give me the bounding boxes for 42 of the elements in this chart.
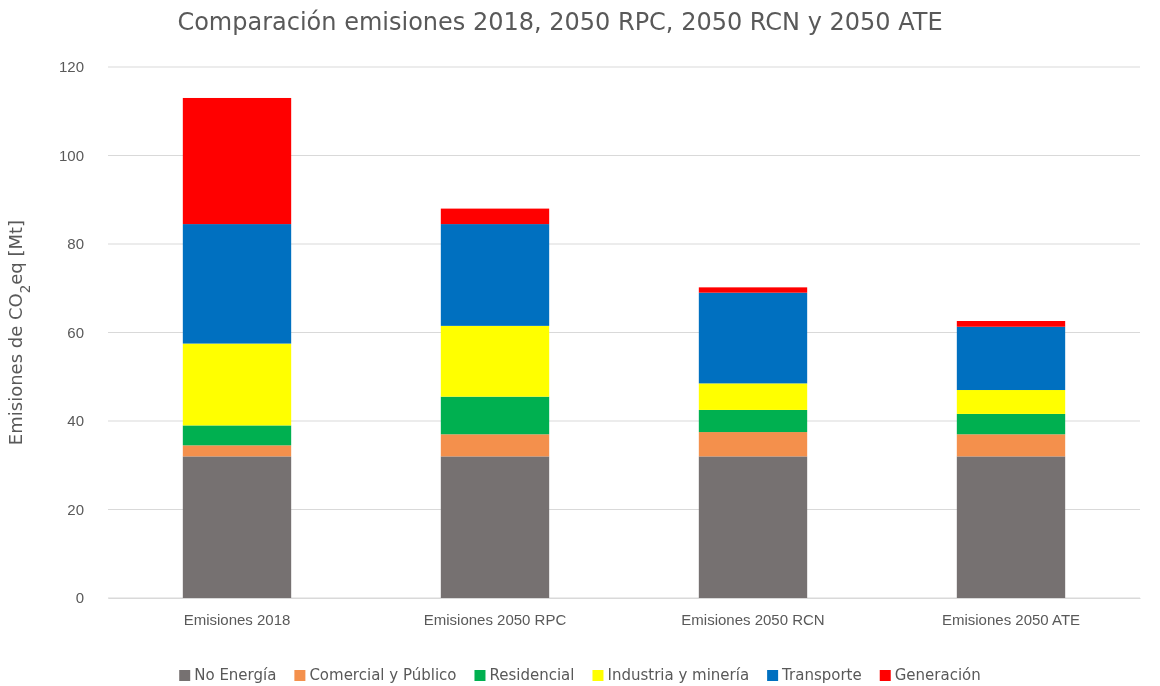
bar [182,456,292,598]
legend-label: Industria y minería [607,666,750,684]
bar [182,425,292,446]
bar [440,396,550,435]
y-tick-label: 60 [67,323,84,341]
y-tick-label: 0 [75,589,84,607]
legend-label: Generación [894,666,981,684]
y-tick-label: 40 [67,412,84,430]
bar [956,390,1066,414]
bar [182,445,292,457]
x-tick-label: Emisiones 2018 [183,610,291,628]
x-tick-label: Emisiones 2050 ATE [941,610,1081,628]
bar [698,409,808,433]
legend-label: Residencial [489,666,575,684]
x-tick-label: Emisiones 2050 RPC [423,610,567,628]
bar [182,97,292,225]
bar [698,287,808,293]
bar [440,325,550,397]
bar [182,343,292,426]
y-tick-label: 20 [67,500,84,518]
y-tick-label: 100 [58,146,84,164]
bar [956,434,1066,457]
bar [956,321,1066,327]
legend-label: Comercial y Público [309,666,457,684]
bar [956,326,1066,391]
chart-title: Comparación emisiones 2018, 2050 RPC, 2050 RCN y 2050 ATE [177,8,943,36]
bar [440,434,550,457]
bar [698,432,808,457]
x-tick-label: Emisiones 2050 RCN [681,610,825,628]
bar [698,456,808,598]
legend-label: Transporte [781,666,862,684]
bar [698,383,808,410]
y-tick-label: 80 [67,235,84,253]
bar [440,208,550,225]
legend-label: No Energía [194,666,277,684]
y-tick-label: 120 [58,58,84,76]
bar [956,456,1066,598]
bar [440,456,550,598]
bar [440,224,550,326]
bar [956,413,1066,435]
bar [182,224,292,344]
bar [698,292,808,384]
